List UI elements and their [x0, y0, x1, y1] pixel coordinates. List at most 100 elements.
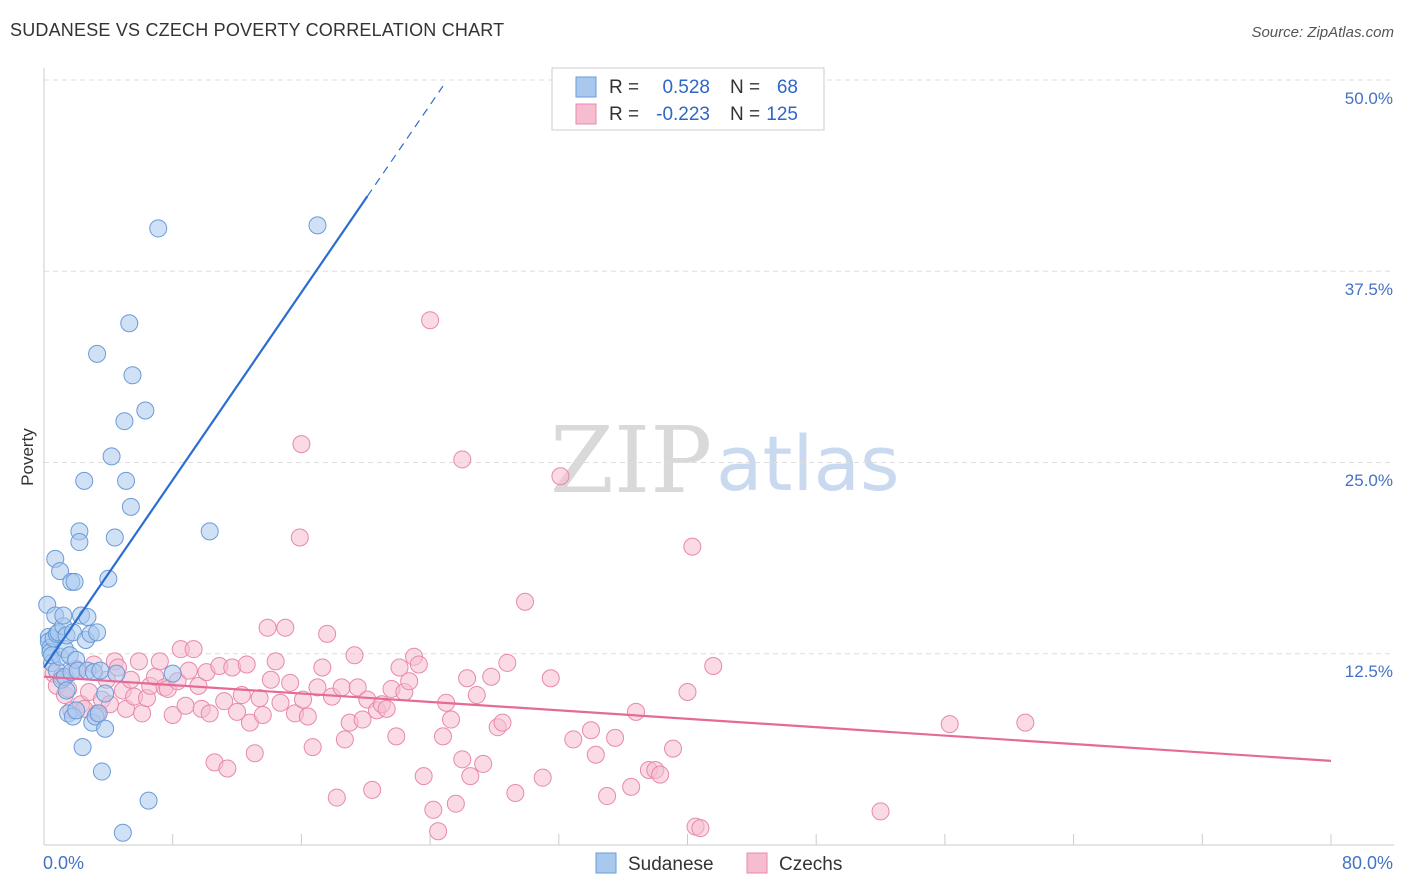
- y-tick-label-12-5: 12.5%: [1345, 662, 1393, 681]
- czech-point: [184, 640, 203, 659]
- czech-point: [133, 704, 152, 723]
- legend-r-label-sudanese: R =: [609, 77, 639, 98]
- czech-point: [414, 767, 433, 786]
- czech-point: [1016, 713, 1035, 732]
- sudanese-point: [105, 528, 124, 547]
- sudanese-point: [149, 219, 168, 238]
- czech-point: [281, 673, 300, 692]
- czech-point: [345, 646, 364, 665]
- czech-point: [586, 745, 605, 764]
- sudanese-trend-extension: [366, 85, 444, 197]
- sudanese-point: [73, 738, 92, 757]
- legend-r-label-czechs: R =: [609, 104, 639, 125]
- czech-point: [390, 658, 409, 677]
- sudanese-point: [88, 344, 107, 363]
- watermark-zip: ZIP: [550, 407, 712, 514]
- sudanese-point: [99, 569, 118, 588]
- sudanese-point: [57, 681, 76, 700]
- czech-point: [292, 435, 311, 454]
- sudanese-point: [65, 572, 84, 591]
- czech-point: [318, 624, 337, 643]
- y-tick-labels: 50.0% 37.5% 25.0% 12.5%: [1345, 89, 1393, 681]
- sudanese-point: [91, 661, 110, 680]
- trend-lines: [43, 85, 1332, 762]
- czech-point: [598, 787, 617, 806]
- czech-point: [871, 802, 890, 821]
- czech-point: [458, 669, 477, 688]
- czech-point: [129, 652, 148, 671]
- sudanese-point: [67, 701, 86, 720]
- czech-point: [493, 713, 512, 732]
- czech-point: [461, 767, 480, 786]
- watermark-atlas: atlas: [716, 419, 900, 508]
- legend-swatch-sudanese: [575, 76, 597, 98]
- bottom-legend-swatch-czechs: [746, 852, 768, 874]
- czech-point: [940, 715, 959, 734]
- czech-point: [271, 693, 290, 712]
- czech-point: [237, 655, 256, 674]
- sudanese-point: [107, 664, 126, 683]
- czech-point: [387, 727, 406, 746]
- chart-title: SUDANESE VS CZECH POVERTY CORRELATION CH…: [10, 20, 505, 40]
- czech-point: [266, 652, 285, 671]
- sudanese-series-points: [38, 216, 327, 842]
- stats-legend: R = 0.528 N = 68 R = -0.223 N = 125: [551, 67, 825, 131]
- czech-point: [308, 678, 327, 697]
- czech-point: [363, 780, 382, 799]
- czech-point: [651, 765, 670, 784]
- sudanese-point: [163, 664, 182, 683]
- sudanese-point: [96, 684, 115, 703]
- czech-point: [253, 705, 272, 724]
- czech-point: [551, 467, 570, 486]
- sudanese-point: [117, 471, 136, 490]
- sudanese-point: [54, 606, 73, 625]
- czech-point: [453, 450, 472, 469]
- czech-point: [564, 730, 583, 749]
- watermark: ZIP atlas: [550, 407, 900, 514]
- sudanese-point: [102, 447, 121, 466]
- y-tick-label-50: 50.0%: [1345, 89, 1393, 108]
- sudanese-point: [136, 401, 155, 420]
- czech-point: [678, 683, 697, 701]
- czech-point: [228, 702, 247, 721]
- czech-point: [223, 658, 242, 677]
- czech-point: [163, 705, 182, 724]
- czech-point: [433, 727, 452, 746]
- czech-point: [400, 672, 419, 691]
- legend-n-value-czechs: 125: [766, 104, 798, 125]
- bottom-legend-label-czechs: Czechs: [779, 854, 842, 875]
- czech-point: [348, 678, 367, 697]
- czech-point: [294, 690, 313, 709]
- sudanese-point: [70, 533, 89, 552]
- stats-legend-box: [551, 67, 825, 131]
- czech-point: [327, 788, 346, 807]
- czech-series-points: [44, 311, 1035, 841]
- sudanese-trend-line: [43, 195, 369, 669]
- czech-point: [691, 819, 710, 838]
- czech-point: [541, 669, 560, 688]
- series-legend: Sudanese Czechs: [595, 852, 842, 875]
- czech-point: [150, 652, 169, 671]
- czech-point: [421, 311, 440, 330]
- czech-point: [377, 699, 396, 718]
- chart-source: Source: ZipAtlas.com: [1251, 24, 1394, 41]
- czech-point: [179, 661, 198, 680]
- x-tick-marks: [43, 834, 1332, 845]
- czech-point: [474, 754, 493, 773]
- czech-point: [200, 704, 219, 723]
- czech-point: [290, 528, 309, 547]
- czech-point: [215, 692, 234, 711]
- czech-point: [276, 618, 295, 637]
- czech-point: [453, 750, 472, 769]
- czech-point: [664, 739, 683, 758]
- legend-swatch-czechs: [575, 103, 597, 125]
- czech-trend-line: [43, 675, 1332, 762]
- sudanese-point: [51, 562, 70, 581]
- bottom-legend-label-sudanese: Sudanese: [628, 854, 714, 875]
- czech-point: [261, 670, 280, 689]
- legend-r-value-sudanese: 0.528: [662, 77, 710, 98]
- x-tick-label-max: 80.0%: [1342, 853, 1393, 873]
- czech-point: [218, 759, 237, 778]
- czech-point: [409, 655, 428, 674]
